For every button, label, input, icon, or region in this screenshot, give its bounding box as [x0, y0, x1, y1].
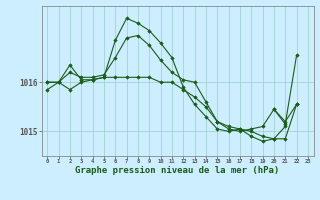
X-axis label: Graphe pression niveau de la mer (hPa): Graphe pression niveau de la mer (hPa) — [76, 166, 280, 175]
